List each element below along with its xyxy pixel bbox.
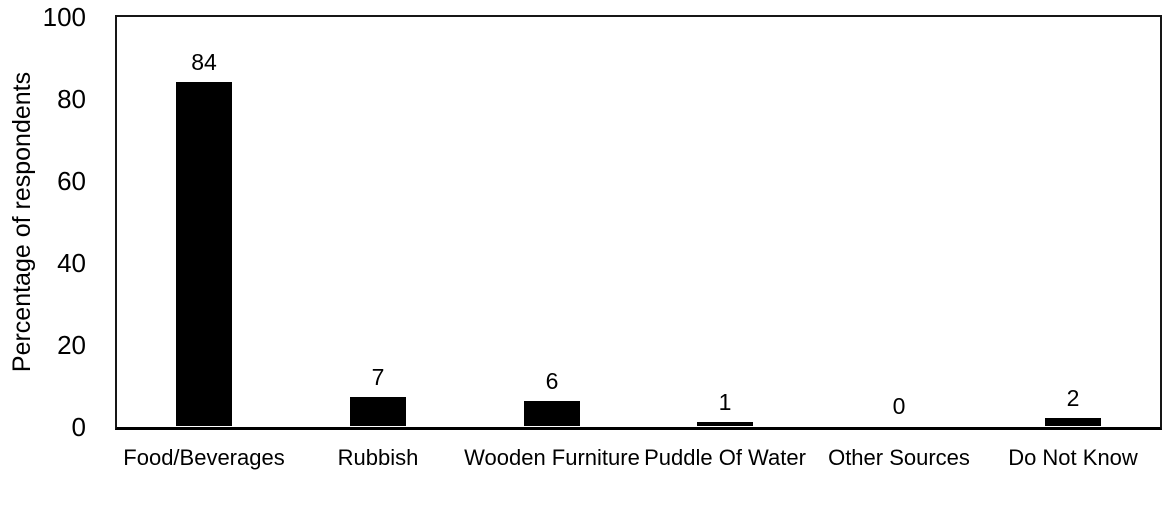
x-category-label: Food/Beverages	[123, 445, 285, 470]
y-tick-label: 40	[57, 248, 86, 278]
x-category-label: Puddle Of Water	[644, 445, 806, 470]
bar	[176, 82, 232, 426]
x-category-label: Do Not Know	[1008, 445, 1138, 470]
x-category-label: Other Sources	[828, 445, 970, 470]
bar	[1045, 418, 1101, 426]
bar-value-label: 6	[545, 368, 559, 394]
bar	[524, 401, 580, 426]
y-tick-label: 60	[57, 166, 86, 196]
bar-value-label: 2	[1066, 385, 1080, 411]
y-tick-label: 20	[57, 330, 86, 360]
bar-value-label: 7	[371, 364, 385, 390]
bar-value-label: 1	[718, 389, 732, 415]
bar	[350, 397, 406, 426]
y-tick-label: 80	[57, 84, 86, 114]
bar-value-label: 84	[191, 49, 217, 75]
x-category-label: Rubbish	[337, 445, 419, 470]
x-category-label: Wooden Furniture	[464, 445, 640, 470]
bar-value-label: 0	[892, 393, 906, 419]
plot-area	[115, 15, 1162, 430]
y-tick-label: 100	[42, 2, 86, 32]
y-tick-label: 0	[71, 412, 86, 442]
bar	[697, 422, 753, 426]
y-axis-title: Percentage of respondents	[8, 71, 36, 373]
